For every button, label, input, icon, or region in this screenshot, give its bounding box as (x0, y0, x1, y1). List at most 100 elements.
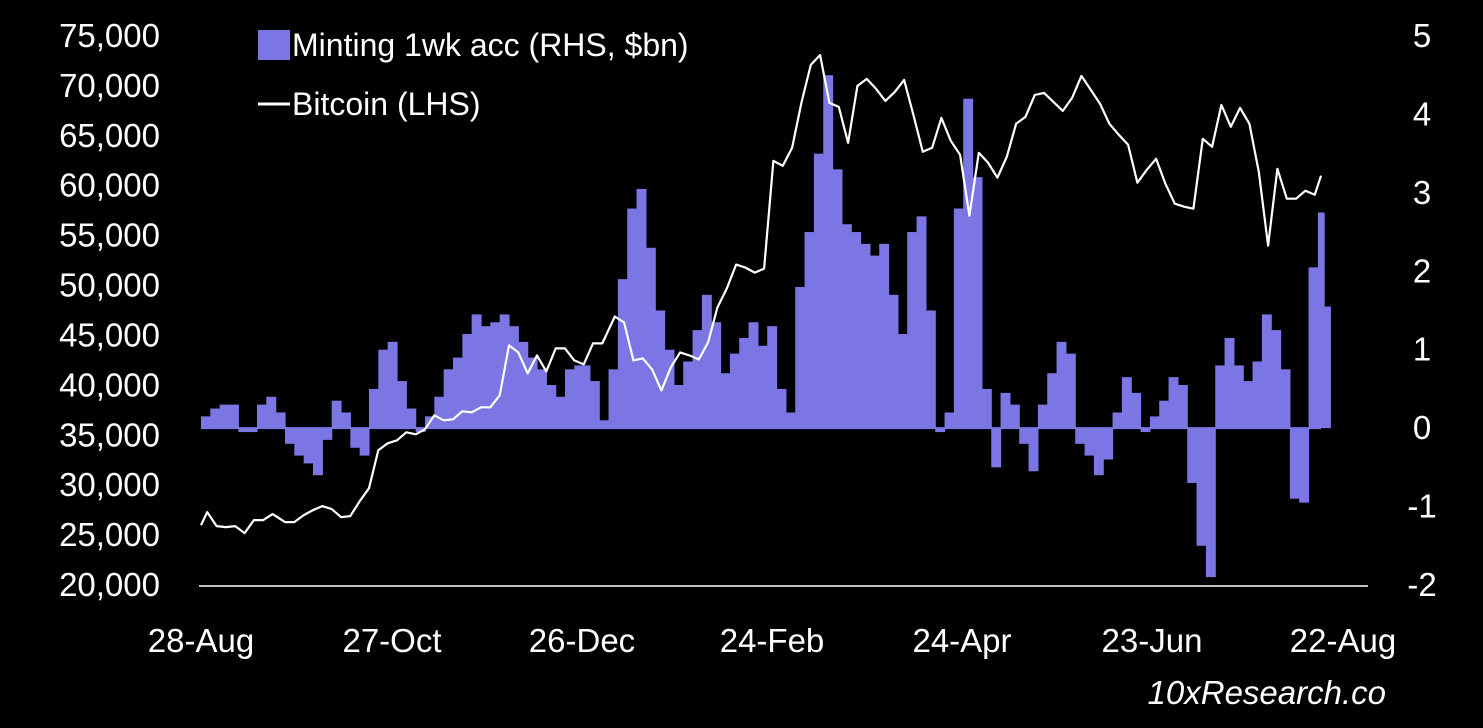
minting-bar (1159, 400, 1170, 429)
minting-bar (313, 428, 323, 476)
minting-bar (1019, 428, 1030, 444)
minting-bar (443, 369, 454, 429)
minting-bar (925, 310, 936, 429)
minting-bar (565, 369, 575, 429)
minting-bar (1205, 428, 1216, 578)
minting-bar (1103, 428, 1114, 460)
minting-bar (860, 243, 871, 429)
minting-bar (266, 396, 277, 429)
minting-bar (729, 353, 740, 429)
source-watermark: 10xResearch.co (1148, 674, 1386, 711)
minting-bar (739, 337, 750, 429)
minting-bar (583, 365, 591, 429)
minting-bar (1168, 377, 1179, 429)
minting-bar (462, 334, 473, 429)
minting-bar (1056, 341, 1067, 429)
minting-bar (841, 224, 852, 429)
minting-bar (238, 428, 249, 433)
minting-bar (555, 396, 566, 429)
minting-bar (509, 326, 519, 429)
left-tick-label: 75,000 (59, 17, 160, 54)
minting-bar (683, 361, 694, 429)
right-tick-label: -2 (1407, 566, 1436, 603)
minting-bar (1009, 404, 1020, 429)
minting-bar (1084, 428, 1095, 456)
minting-bar (617, 279, 628, 429)
left-tick-label: 20,000 (59, 566, 160, 603)
minting-bar (303, 428, 314, 464)
minting-bar (434, 396, 445, 429)
minting-bar (285, 428, 295, 444)
minting-bar (1140, 428, 1151, 433)
minting-bar (636, 188, 647, 429)
minting-bar (1224, 337, 1235, 429)
minting-bar (415, 428, 426, 433)
minting-bar (1075, 428, 1086, 444)
minting-bar (869, 255, 880, 429)
left-tick-label: 25,000 (59, 516, 160, 553)
minting-bar (1317, 212, 1325, 429)
minting-bar (1196, 428, 1207, 546)
minting-bar (907, 232, 918, 429)
minting-bar (804, 232, 815, 429)
minting-bar (963, 98, 974, 429)
minting-bar (897, 334, 908, 429)
minting-bar (1121, 377, 1132, 429)
minting-bar (1112, 412, 1123, 429)
minting-bar (888, 294, 899, 429)
x-axis-ticks: 28-Aug 27-Oct 26-Dec 24-Feb 24-Apr 23-Jun 22-A… (148, 622, 1396, 659)
legend-label-bitcoin: Bitcoin (LHS) (292, 86, 481, 122)
minting-bar (481, 326, 491, 429)
bitcoin-price-line (200, 53, 1323, 535)
minting-bar (387, 341, 398, 429)
minting-bar (748, 322, 759, 429)
minting-bar (1177, 385, 1188, 429)
minting-bar (369, 388, 379, 429)
left-tick-label: 45,000 (59, 317, 160, 354)
minting-bar (1280, 369, 1291, 429)
minting-bar (1252, 361, 1263, 429)
left-tick-label: 65,000 (59, 117, 160, 154)
right-tick-label: 3 (1413, 174, 1431, 211)
minting-bar (757, 345, 768, 429)
left-tick-label: 30,000 (59, 466, 160, 503)
minting-bar (518, 341, 529, 429)
x-tick-label: 26-Dec (529, 622, 635, 659)
legend-label-minting: Minting 1wk acc (RHS, $bn) (292, 27, 689, 63)
minting-bar (711, 322, 722, 429)
minting-bar (1261, 314, 1272, 429)
minting-bar (692, 330, 703, 429)
minting-bar (453, 357, 463, 429)
right-tick-label: 2 (1413, 252, 1431, 289)
minting-bar (599, 420, 610, 429)
minting-bar (944, 412, 955, 429)
minting-bar (767, 326, 778, 429)
minting-bar (608, 369, 619, 429)
minting-bar (1271, 330, 1282, 429)
minting-bar (701, 294, 712, 429)
minting-bar (627, 208, 638, 429)
minting-bar (1299, 428, 1310, 503)
minting-bar (1289, 428, 1300, 499)
minting-bar (1233, 365, 1244, 429)
minting-bar (1215, 365, 1226, 429)
minting-bar (1149, 416, 1160, 429)
minting-bar (294, 428, 305, 456)
minting-bar (1065, 353, 1076, 429)
minting-bar (1047, 373, 1058, 429)
minting-bar (785, 412, 796, 429)
minting-bar (851, 232, 862, 429)
right-tick-label: 1 (1413, 331, 1431, 368)
minting-bar (879, 243, 890, 429)
legend: Minting 1wk acc (RHS, $bn) Bitcoin (LHS) (258, 27, 689, 122)
x-tick-label: 23-Jun (1102, 622, 1203, 659)
left-tick-label: 70,000 (59, 67, 160, 104)
left-tick-label: 60,000 (59, 167, 160, 204)
minting-bar (953, 208, 964, 429)
minting-bar (527, 357, 538, 429)
minting-bar (673, 385, 684, 429)
minting-bar (1131, 392, 1142, 429)
left-tick-label: 40,000 (59, 366, 160, 403)
minting-bar (331, 400, 342, 429)
